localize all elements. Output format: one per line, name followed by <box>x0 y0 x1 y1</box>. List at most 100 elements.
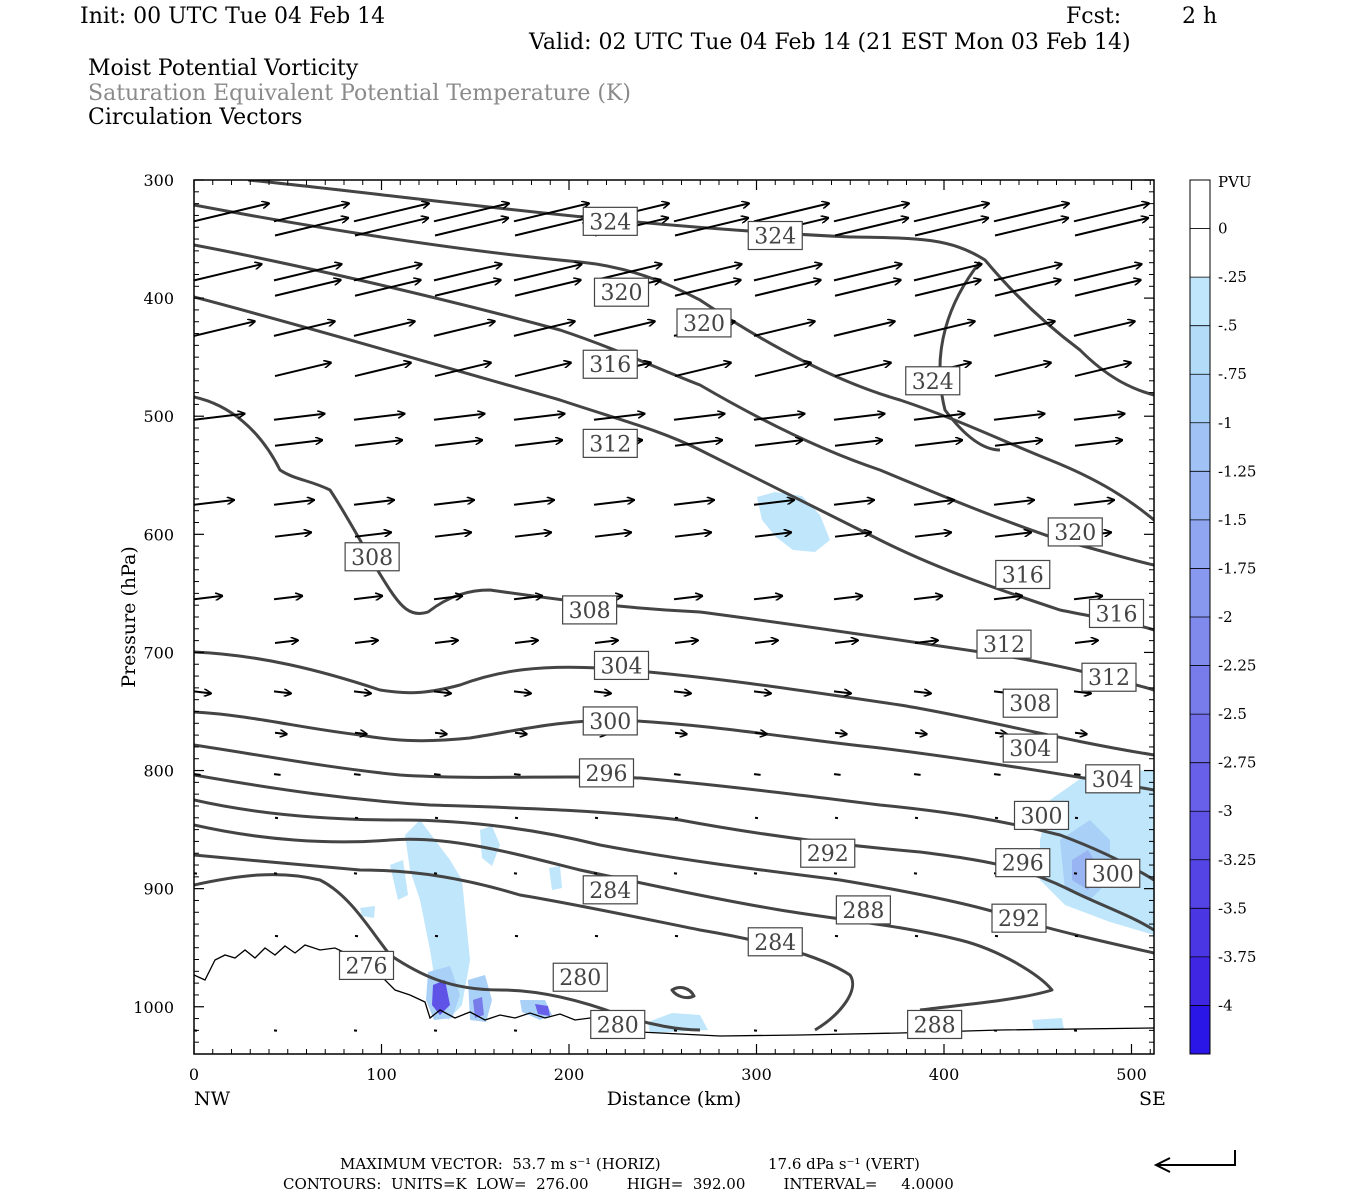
contour-label-box <box>907 1009 963 1040</box>
colorbar-swatch <box>1190 180 1210 230</box>
wind-vector <box>353 264 422 282</box>
colorbar-label: -2.75 <box>1218 754 1256 772</box>
contour-label: 304 <box>1092 768 1134 793</box>
contour-label-box <box>562 595 618 625</box>
wind-vector <box>994 532 1031 538</box>
contour-label-box <box>991 903 1047 933</box>
wind-vector <box>673 691 691 693</box>
wind-vector <box>1073 691 1091 693</box>
max-vector-text: MAXIMUM VECTOR: 53.7 m s⁻¹ (HORIZ) <box>340 1155 661 1173</box>
wind-vector <box>673 773 681 776</box>
wind-vector <box>354 440 402 447</box>
wind-vector <box>513 596 542 599</box>
x-tick-label: 500 <box>1116 1065 1147 1084</box>
contour-label: 316 <box>589 353 631 378</box>
wind-vector <box>354 640 378 643</box>
wind-vector <box>513 500 554 506</box>
wind-vector <box>433 500 474 506</box>
x-axis-label: Distance (km) <box>607 1088 742 1110</box>
wind-vector <box>673 500 714 506</box>
wind-vector <box>433 203 509 223</box>
init-time: Init: 00 UTC Tue 04 Feb 14 <box>80 4 386 29</box>
wind-vector <box>194 596 222 599</box>
wind-vector <box>753 414 804 421</box>
contour-line <box>938 261 1001 452</box>
wind-vector <box>194 264 262 282</box>
y-tick-label: 800 <box>143 762 174 781</box>
contour-label-box <box>590 1009 646 1040</box>
contour-label: 312 <box>589 432 631 457</box>
colorbar-label: -1.25 <box>1218 462 1256 480</box>
wind-vector <box>274 640 298 643</box>
colorbar-swatch <box>1190 665 1210 715</box>
wind-vector <box>834 640 858 643</box>
wind-vector <box>273 773 281 776</box>
wind-vector <box>273 691 291 693</box>
wind-vector <box>434 532 471 538</box>
contour-line <box>194 295 1154 632</box>
wind-vector <box>273 500 314 506</box>
valid-time: Valid: 02 UTC Tue 04 Feb 14 (21 EST Mon … <box>529 30 1131 55</box>
wind-vector <box>993 321 1055 337</box>
contour-info-text: CONTOURS: UNITS=K LOW= 276.00 HIGH= 392.… <box>283 1175 954 1193</box>
wind-vector <box>194 691 211 693</box>
y-tick-label: 1000 <box>133 998 174 1017</box>
contour-label: 300 <box>1092 862 1134 887</box>
wind-vector <box>673 414 724 421</box>
contour-label: 300 <box>1021 804 1063 829</box>
colorbar-label: -2.25 <box>1218 657 1256 675</box>
wind-vector <box>194 414 244 421</box>
wind-vector <box>194 773 201 776</box>
wind-vector <box>434 280 501 297</box>
wind-vector <box>354 363 411 378</box>
contour-label-box <box>582 206 638 236</box>
wind-vector <box>994 363 1051 378</box>
colorbar-label: -.75 <box>1218 365 1247 383</box>
wind-vector <box>833 500 874 506</box>
wind-vector <box>513 264 582 282</box>
contour-label-box <box>747 220 803 251</box>
wind-vector <box>594 532 631 538</box>
wind-vector <box>274 733 287 734</box>
colorbar-swatch <box>1190 228 1210 278</box>
colorbar-label: 0 <box>1218 220 1228 238</box>
contour-label: 324 <box>912 370 954 395</box>
colorbar-swatch <box>1190 762 1210 812</box>
wind-vector <box>914 640 938 643</box>
wind-vector <box>674 733 687 734</box>
field-title-theta-es: Saturation Equivalent Potential Temperat… <box>88 81 631 106</box>
wind-vector <box>353 203 429 223</box>
contour-label-box <box>593 277 650 307</box>
wind-vector <box>1074 440 1122 447</box>
wind-vector <box>433 596 462 599</box>
contour-label-box <box>995 848 1051 878</box>
wind-vector <box>673 596 702 599</box>
wind-vector <box>274 218 348 237</box>
wind-vector <box>834 532 871 538</box>
forecast-label: Fcst: <box>1066 4 1122 29</box>
contour-label: 316 <box>1002 563 1044 588</box>
colorbar-swatch <box>1190 519 1210 569</box>
contour-label-box <box>582 428 638 458</box>
wind-vector <box>994 280 1061 297</box>
wind-vector <box>194 500 234 506</box>
wind-vector <box>433 264 502 282</box>
wind-vector <box>353 500 394 506</box>
wind-vector <box>1073 203 1149 223</box>
wind-vector <box>834 363 891 378</box>
colorbar-label: -.25 <box>1218 268 1247 286</box>
wind-vector <box>834 280 901 297</box>
wind-vector <box>994 218 1068 237</box>
wind-vector <box>914 532 951 538</box>
contour-label-box <box>582 875 638 905</box>
circulation-vectors <box>194 203 1149 1032</box>
wind-vector <box>593 500 634 506</box>
wind-vector <box>913 203 989 223</box>
wind-vector <box>273 264 342 282</box>
wind-vector <box>834 733 847 734</box>
wind-vector <box>913 414 964 421</box>
contour-label: 320 <box>601 281 643 306</box>
wind-vector <box>753 691 771 693</box>
wind-vector <box>833 264 902 282</box>
wind-vector <box>1073 773 1081 776</box>
